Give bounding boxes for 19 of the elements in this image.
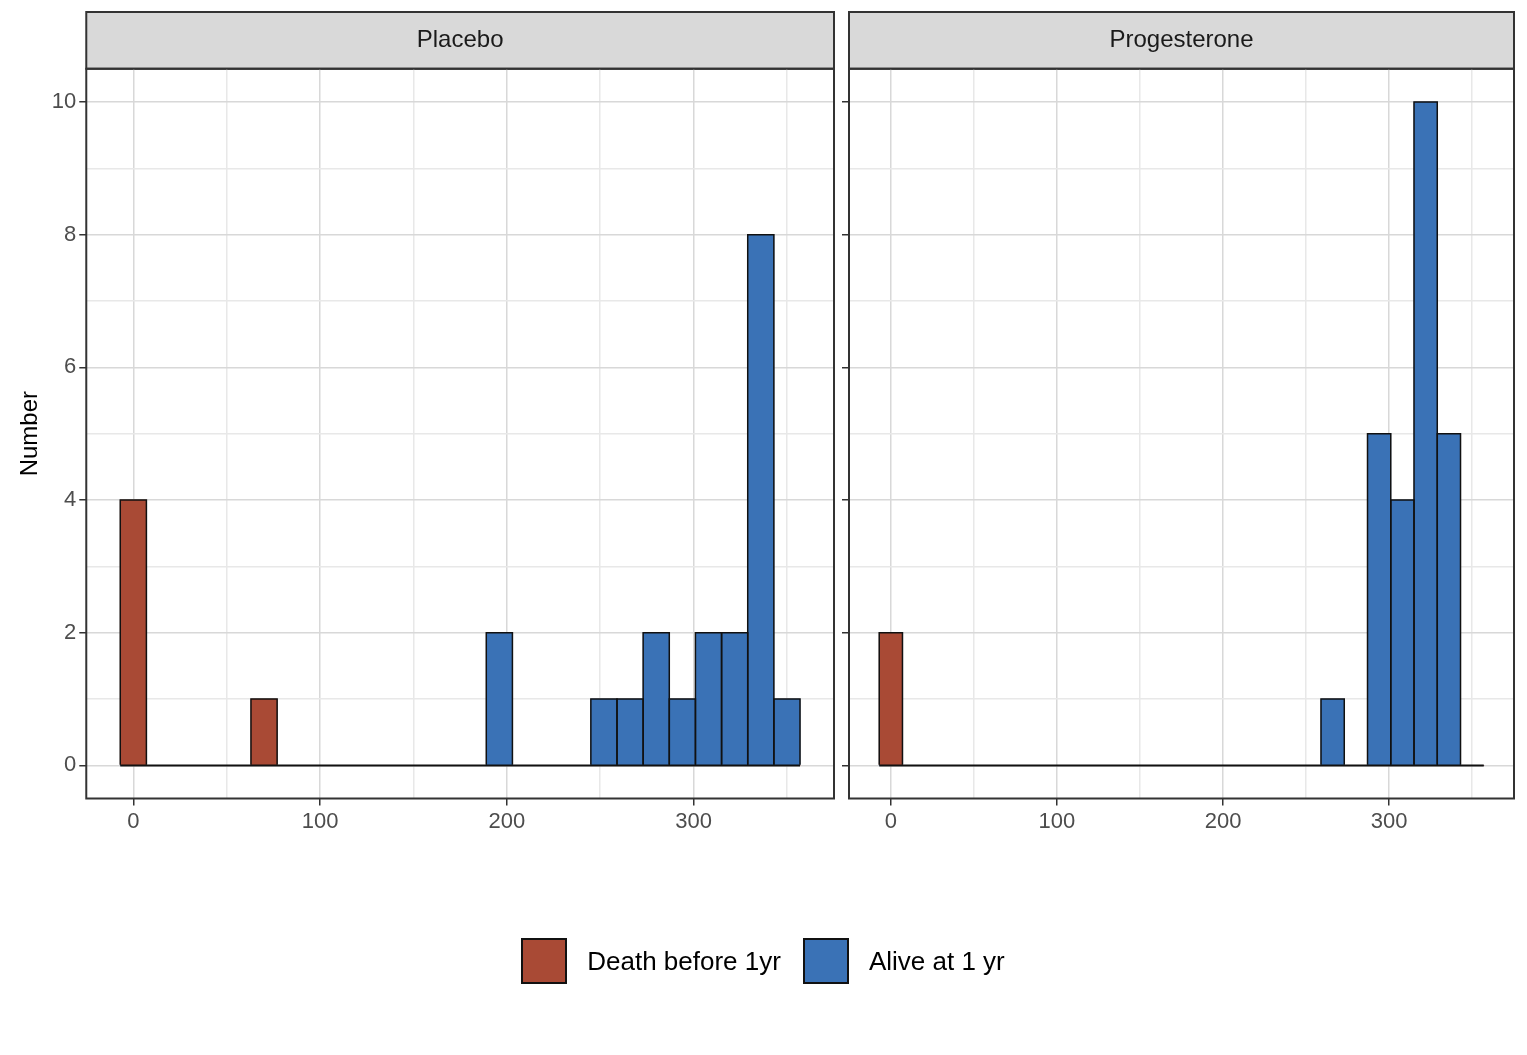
y-tick-label: 6: [64, 353, 77, 379]
legend-label: Alive at 1 yr: [868, 945, 1005, 977]
x-tick-label: 100: [301, 807, 339, 833]
chart-title: Placebo: [416, 25, 504, 53]
x-tick-label: 100: [1038, 807, 1076, 833]
y-tick-label: 2: [64, 618, 77, 644]
chart-title: Progesterone: [1109, 25, 1254, 53]
x-tick-label: 300: [1370, 807, 1408, 833]
y-tick-label: 0: [64, 751, 77, 777]
x-tick-label: 300: [675, 807, 712, 833]
x-tick-label: 0: [127, 807, 140, 833]
y-tick-label: 8: [64, 220, 77, 246]
x-tick-label: 200: [488, 807, 526, 833]
y-tick-label: 4: [64, 486, 77, 512]
y-tick-label: 10: [51, 88, 77, 114]
x-tick-label: 0: [884, 807, 897, 833]
x-tick-label: 200: [1204, 807, 1242, 833]
y-axis-title: Number: [15, 391, 43, 477]
legend-label: Death before 1yr: [587, 945, 781, 977]
